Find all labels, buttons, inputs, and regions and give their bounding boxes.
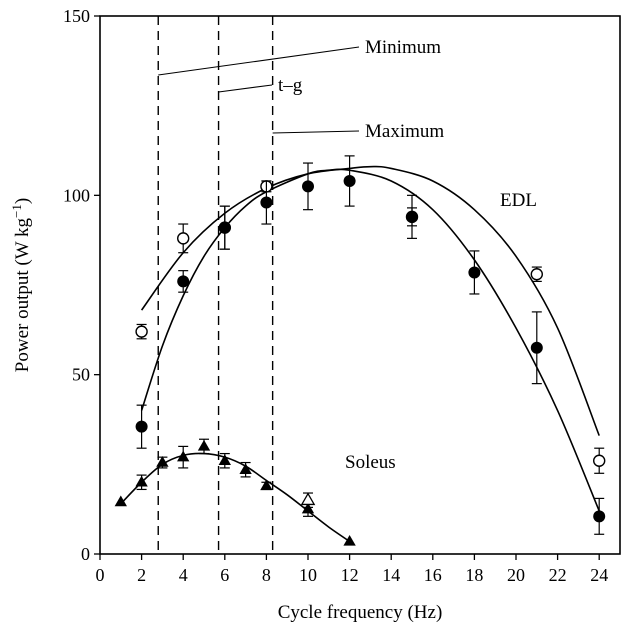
open-circle-point — [135, 325, 148, 338]
filled-circle-point — [343, 174, 356, 187]
y-axis-ticks: 0 50 100 150 — [63, 6, 100, 564]
open-circle-point — [593, 454, 606, 467]
filled-circle-point — [302, 180, 314, 193]
reference-label: Minimum — [365, 37, 441, 58]
reference-leader — [158, 46, 360, 76]
filled-circle-point — [530, 341, 543, 354]
filled-circle-point — [593, 510, 606, 523]
open-triangle-point — [300, 492, 316, 506]
reference-label: Maximum — [365, 121, 444, 142]
x-tick-label: 0 — [96, 565, 105, 585]
x-tick-label: 4 — [179, 565, 188, 585]
x-axis-ticks: 0 2 4 6 8 10 12 14 16 18 20 22 24 — [96, 554, 608, 585]
x-tick-label: 2 — [137, 565, 146, 585]
filled-triangle-point — [114, 495, 127, 507]
fit-curve — [140, 168, 600, 512]
fit-curve — [120, 452, 351, 543]
y-axis-title-exponent: −1 — [9, 204, 24, 218]
filled-circle-point — [468, 266, 481, 279]
plot-frame — [99, 15, 621, 555]
x-tick-label: 22 — [549, 565, 567, 585]
reference-lines: Minimum t–g Maximum — [157, 16, 444, 554]
x-tick-label: 20 — [507, 565, 525, 585]
y-tick-label: 100 — [63, 185, 90, 205]
x-tick-label: 12 — [341, 565, 359, 585]
filled-circle-point — [135, 420, 148, 433]
filled-triangle-point — [239, 463, 252, 474]
filled-circle-point — [406, 210, 418, 223]
soleus-label: Soleus — [345, 452, 396, 473]
y-tick-label: 50 — [72, 365, 90, 385]
x-tick-label: 6 — [220, 565, 229, 585]
x-tick-label: 14 — [382, 565, 400, 585]
filled-triangle-point — [260, 479, 273, 491]
filled-triangle-point — [218, 454, 231, 465]
x-tick-label: 16 — [424, 565, 442, 585]
filled-circle-point — [218, 221, 231, 234]
filled-triangle-point — [301, 502, 315, 514]
filled-triangle-point — [156, 456, 169, 467]
filled-triangle-point — [177, 450, 190, 462]
reference-leader — [272, 130, 360, 134]
x-tick-label: 8 — [262, 565, 271, 585]
filled-triangle-point — [343, 534, 356, 546]
y-axis-title-close: ) — [12, 198, 33, 204]
x-tick-label: 24 — [590, 565, 608, 585]
x-tick-label: 10 — [299, 565, 317, 585]
reference-leader — [218, 84, 273, 93]
x-axis-title: Cycle frequency (Hz) — [278, 602, 443, 623]
y-axis-title: Power output (W kg−1) — [9, 198, 33, 372]
open-circle-point — [176, 232, 190, 245]
filled-triangle-point — [135, 475, 148, 487]
filled-circle-point — [177, 275, 190, 288]
x-tick-label: 18 — [465, 565, 483, 585]
open-circle-point — [530, 268, 543, 281]
reference-label: t–g — [278, 75, 303, 96]
edl-label: EDL — [500, 190, 537, 211]
data-points — [114, 155, 606, 546]
fit-curves — [120, 165, 600, 543]
filled-triangle-point — [197, 439, 211, 451]
y-tick-label: 0 — [81, 544, 90, 564]
y-tick-label: 150 — [63, 6, 90, 26]
y-axis-title-text: Power output (W kg — [12, 217, 33, 372]
filled-circle-point — [260, 196, 273, 209]
